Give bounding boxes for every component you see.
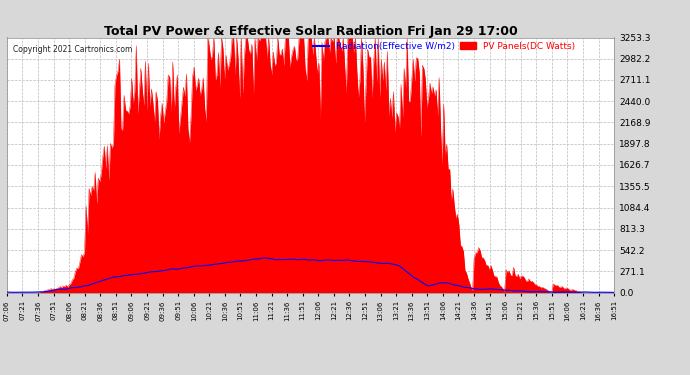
Title: Total PV Power & Effective Solar Radiation Fri Jan 29 17:00: Total PV Power & Effective Solar Radiati… <box>104 24 518 38</box>
Text: Copyright 2021 Cartronics.com: Copyright 2021 Cartronics.com <box>13 45 132 54</box>
Legend: Radiation(Effective W/m2), PV Panels(DC Watts): Radiation(Effective W/m2), PV Panels(DC … <box>313 42 575 51</box>
